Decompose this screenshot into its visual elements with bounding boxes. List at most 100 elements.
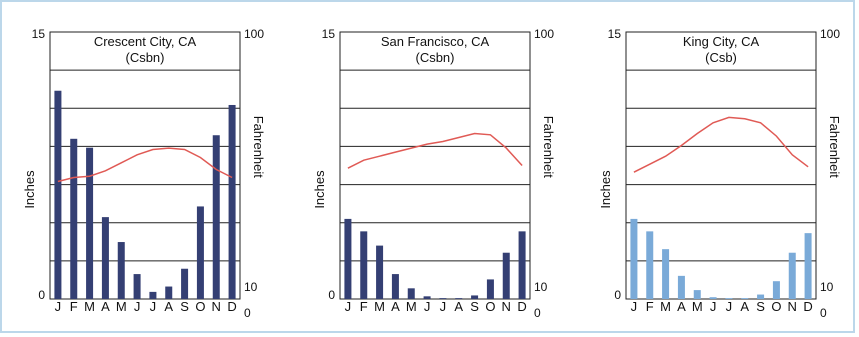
panel-2-y-axis-title: Inches	[312, 170, 327, 209]
panel-2-month-label: N	[502, 299, 511, 314]
panel-3-month-label: S	[756, 299, 765, 314]
panel-2-precip-bar	[471, 295, 479, 299]
panel-1-precip-bar	[117, 242, 125, 299]
panel-3-precip-bar	[630, 218, 638, 299]
panel-3-month-label: J	[726, 299, 733, 314]
panel-2-title: San Francisco, CA	[381, 34, 490, 49]
panel-1-precip-bar	[70, 138, 78, 299]
panel-3-month-label: F	[646, 299, 654, 314]
panel-2-month-label: M	[406, 299, 417, 314]
panel-2-month-label: F	[360, 299, 368, 314]
panel-1-precip-bar	[196, 206, 204, 299]
panel-2-y2-tick-label: 10	[534, 280, 548, 294]
panel-1-month-label: S	[180, 299, 189, 314]
panel-2-precip-bar	[439, 298, 447, 299]
panel-3-month-label: D	[803, 299, 812, 314]
panel-1-precip-bar	[212, 135, 220, 299]
panel-1-month-label: M	[84, 299, 95, 314]
panel-2-y2-tick-label: 0	[534, 306, 541, 320]
panel-3-precip-bar	[804, 233, 812, 299]
panel-1-y2-tick-label: 0	[244, 306, 251, 320]
panel-1-month-label: D	[227, 299, 236, 314]
panel-1-month-label: J	[55, 299, 62, 314]
panel-3-y2-axis-title: Fahrenheit	[827, 116, 842, 179]
panel-1-month-label: M	[116, 299, 127, 314]
panel-2-precip-bar	[518, 231, 526, 299]
panel-2-precip-bar	[502, 252, 510, 299]
panel-1-y-tick-label: 15	[32, 27, 46, 41]
panel-1-month-label: O	[195, 299, 205, 314]
panel-3-y-tick-label: 15	[608, 27, 622, 41]
panel-1-y2-tick-label: 10	[244, 280, 258, 294]
panel-1-subtitle: (Csbn)	[125, 50, 164, 65]
panel-2-precip-bar	[423, 296, 431, 299]
panel-1-precip-bar	[165, 286, 173, 299]
panel-1-temperature-line	[57, 147, 233, 183]
panel-1-month-label: A	[101, 299, 110, 314]
panel-3-precip-bar	[725, 298, 733, 299]
panel-1-precip-bar	[86, 147, 94, 299]
panel-3-y-tick-label: 0	[614, 288, 621, 302]
panel-3-month-label: A	[740, 299, 749, 314]
panel-3-frame	[625, 31, 817, 300]
panel-2-month-label: S	[470, 299, 479, 314]
panel-2-y-tick-label: 15	[322, 27, 336, 41]
panel-1-precip-bar	[133, 274, 141, 299]
panel-3-precip-bar	[788, 252, 796, 299]
panel-3-y2-tick-label: 100	[820, 27, 840, 41]
panel-1-frame	[49, 31, 241, 300]
panel-2-month-label: M	[374, 299, 385, 314]
panel-1-month-label: J	[134, 299, 141, 314]
panel-2-subtitle: (Csbn)	[415, 50, 454, 65]
panel-2-precip-bar	[407, 288, 415, 299]
panel-2-precip-bar	[391, 274, 399, 299]
panel-3-precip-bar	[677, 275, 685, 299]
panel-2-month-label: J	[345, 299, 352, 314]
panel-1-precip-bar	[149, 291, 157, 299]
panel-2-month-label: A	[391, 299, 400, 314]
panel-1-month-label: N	[212, 299, 221, 314]
panel-1-precip-bar	[181, 268, 189, 299]
panel-2-precip-bar	[486, 279, 494, 299]
panel-2-month-label: D	[517, 299, 526, 314]
panel-3-precip-bar	[757, 294, 765, 299]
panel-3-month-label: J	[710, 299, 717, 314]
panel-1-month-label: A	[164, 299, 173, 314]
panel-3-precip-bar	[693, 290, 701, 299]
panel-2-temperature-line	[347, 132, 523, 169]
panel-3-month-label: M	[660, 299, 671, 314]
panel-1-y-tick-label: 0	[38, 288, 45, 302]
panel-1-y-axis-title: Inches	[22, 170, 37, 209]
panel-1-month-label: F	[70, 299, 78, 314]
panel-3-title: King City, CA	[683, 34, 760, 49]
panel-2-month-label: O	[485, 299, 495, 314]
panel-2-month-label: J	[440, 299, 447, 314]
panel-3-y2-tick-label: 10	[820, 280, 834, 294]
panel-2-month-label: A	[454, 299, 463, 314]
panel-1-title: Crescent City, CA	[94, 34, 197, 49]
panel-3-subtitle: (Csb)	[705, 50, 737, 65]
panel-3-precip-bar	[646, 231, 654, 299]
panel-2-precip-bar	[360, 231, 368, 299]
panel-3-y-axis-title: Inches	[598, 170, 613, 209]
panel-2-precip-bar	[344, 218, 352, 299]
panel-2-precip-bar	[455, 298, 463, 299]
panel-3-month-label: N	[788, 299, 797, 314]
panel-2-frame	[339, 31, 531, 300]
panel-3-precip-bar	[662, 249, 670, 299]
panel-3-y2-tick-label: 0	[820, 306, 827, 320]
panel-2-precip-bar	[376, 245, 384, 299]
panel-3-month-label: M	[692, 299, 703, 314]
panel-3-precip-bar	[772, 281, 780, 299]
panel-3-month-label: J	[631, 299, 638, 314]
panel-1-precip-bar	[101, 217, 109, 299]
panel-2-y2-tick-label: 100	[534, 27, 554, 41]
panel-2-month-label: J	[424, 299, 431, 314]
panel-1-y2-axis-title: Fahrenheit	[251, 116, 266, 179]
panel-2-y2-axis-title: Fahrenheit	[541, 116, 556, 179]
panel-1-precip-bar	[228, 104, 236, 299]
panel-3-precip-bar	[709, 297, 717, 299]
panel-3-month-label: O	[771, 299, 781, 314]
